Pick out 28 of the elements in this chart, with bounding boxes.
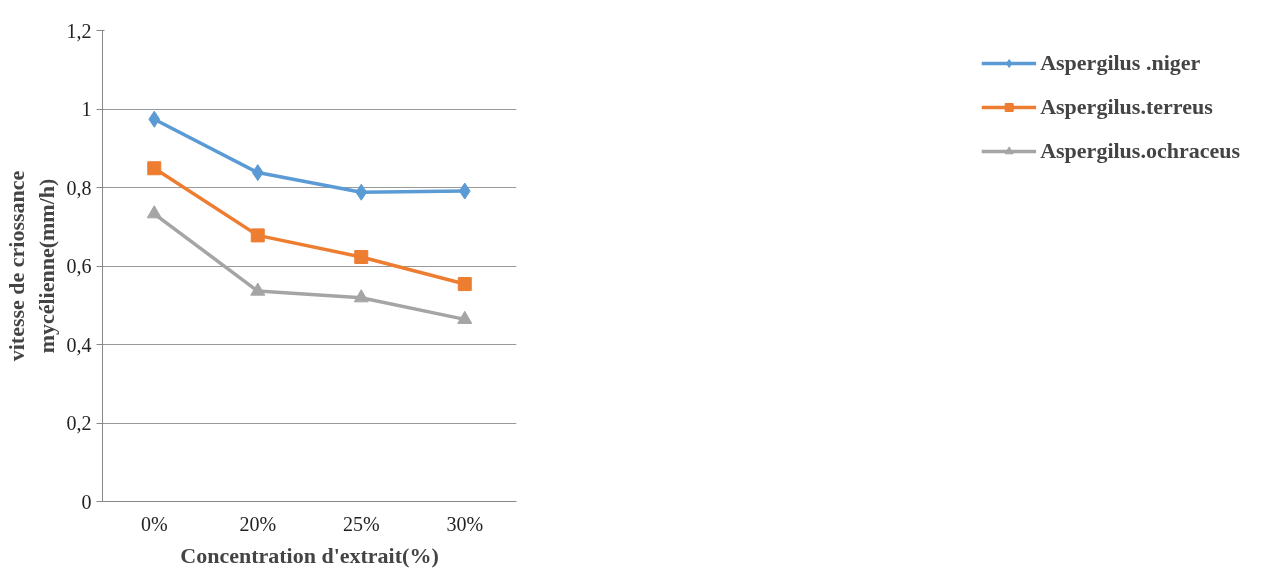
legend-label: Aspergilus .niger — [1040, 50, 1201, 76]
point — [353, 289, 369, 303]
y-tick-label: 1 — [81, 98, 92, 120]
y-tick-label: 0,2 — [66, 412, 92, 434]
point — [250, 282, 266, 296]
point — [457, 310, 473, 324]
y-tick-label: 0 — [81, 490, 92, 513]
y-tick-label: 1,2 — [66, 19, 92, 42]
y-tick-label: 0,6 — [66, 255, 92, 277]
point — [251, 164, 264, 182]
legend-label: Aspergilus.terreus — [1040, 94, 1213, 120]
point — [355, 183, 368, 201]
point — [250, 228, 265, 243]
point — [146, 205, 162, 219]
y-axis-title: vitesse de criossance mycélienne(mm/h) — [3, 170, 59, 362]
point — [354, 249, 369, 264]
x-tick-label: 25% — [342, 512, 380, 535]
y-tick-label: 0,4 — [66, 333, 92, 356]
point — [458, 182, 471, 200]
point — [148, 110, 161, 128]
x-axis-title: Concentration d'extrait(%) — [180, 542, 439, 568]
point — [457, 277, 472, 292]
legend-label: Aspergilus.ochraceus — [1040, 138, 1240, 164]
x-tick-label: 20% — [239, 512, 277, 535]
point — [147, 161, 162, 176]
x-tick-label: 30% — [446, 512, 484, 535]
x-tick-label: 0% — [140, 512, 168, 535]
y-tick-label: 0,8 — [66, 176, 92, 199]
